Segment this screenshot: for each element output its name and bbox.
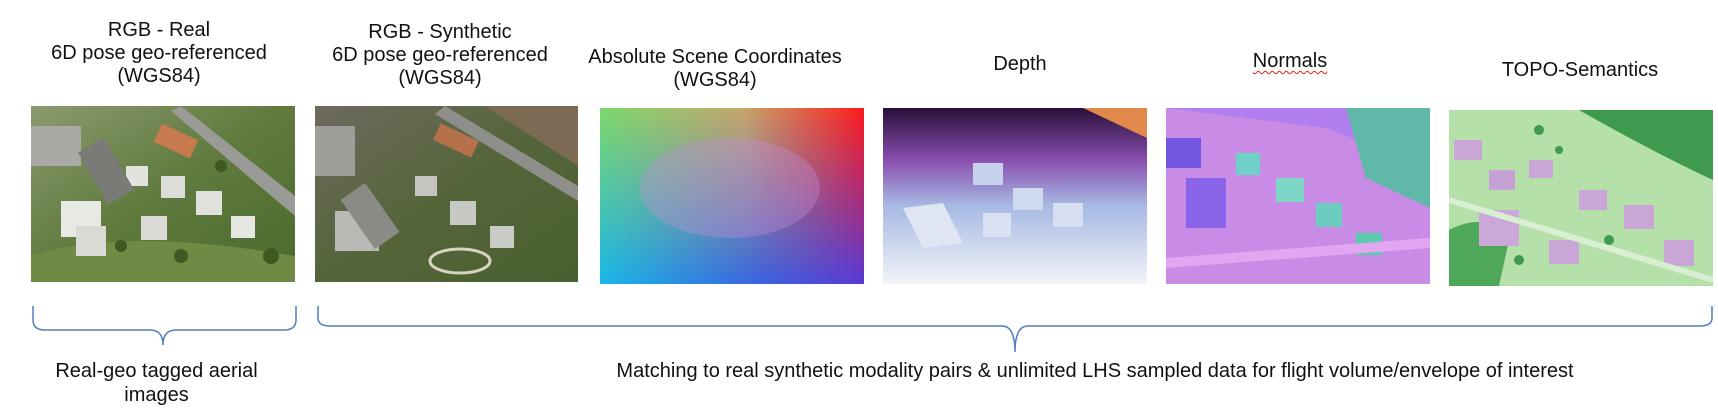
bracket-real [33,306,296,345]
caption-line: images [30,383,283,407]
caption-line: Real-geo tagged aerial [30,359,283,383]
caption-line: Matching to real synthetic modality pair… [616,360,1573,382]
bracket-synthetic [318,306,1712,352]
synthetic-caption: Matching to real synthetic modality pair… [520,359,1670,383]
real-geo-caption: Real-geo tagged aerial images [30,359,283,407]
